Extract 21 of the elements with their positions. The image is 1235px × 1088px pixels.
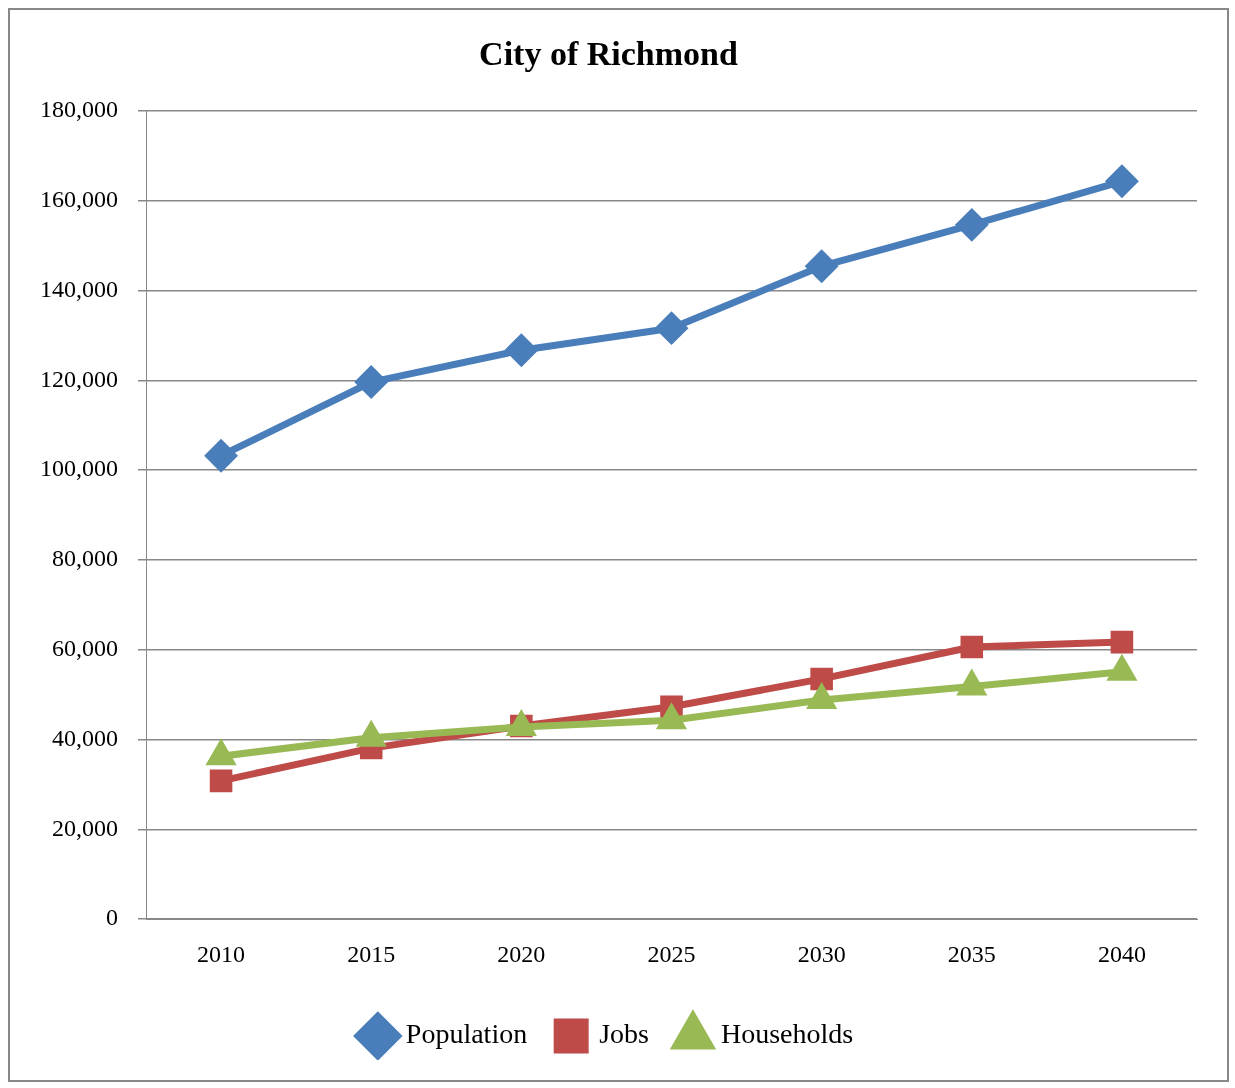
- y-tick-label: 100,000: [40, 455, 118, 482]
- x-tick-label: 2035: [947, 940, 996, 967]
- legend-label: Jobs: [599, 1018, 649, 1050]
- y-tick-label: 60,000: [52, 635, 118, 662]
- y-tick-label: 0: [106, 904, 118, 931]
- legend-label: Population: [405, 1018, 528, 1050]
- x-tick-label: 2010: [197, 940, 246, 967]
- x-tick-label: 2030: [797, 940, 846, 967]
- y-tick-label: 40,000: [52, 724, 118, 751]
- x-tick-label: 2015: [347, 940, 396, 967]
- x-tick-label: 2040: [1097, 940, 1146, 967]
- y-tick-label: 180,000: [40, 96, 118, 123]
- chart-title: City of Richmond: [479, 35, 738, 73]
- x-tick-label: 2025: [647, 940, 696, 967]
- y-tick-label: 160,000: [40, 185, 118, 212]
- y-tick-label: 140,000: [40, 275, 118, 302]
- y-tick-label: 20,000: [52, 814, 118, 841]
- x-tick-label: 2020: [497, 940, 546, 967]
- y-tick-label: 120,000: [40, 365, 118, 392]
- y-tick-label: 80,000: [52, 545, 118, 572]
- legend-label: Households: [720, 1018, 854, 1050]
